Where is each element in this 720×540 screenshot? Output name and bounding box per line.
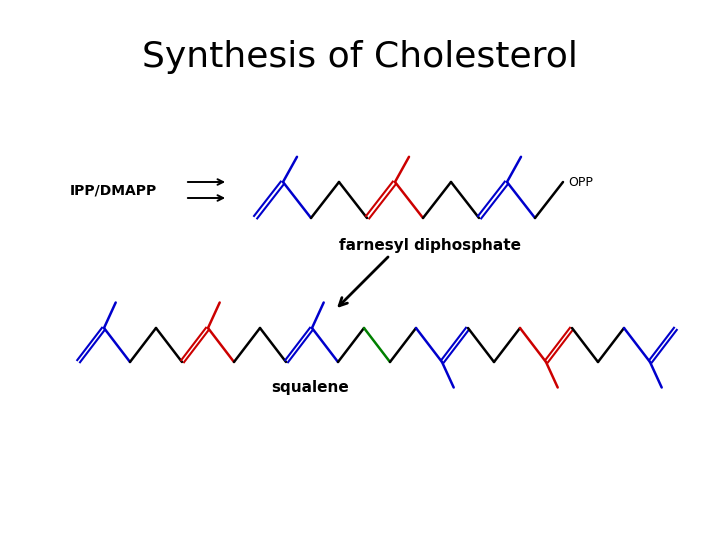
Text: squalene: squalene: [271, 380, 349, 395]
Text: IPP/DMAPP: IPP/DMAPP: [70, 183, 157, 197]
Text: Synthesis of Cholesterol: Synthesis of Cholesterol: [142, 40, 578, 74]
Text: farnesyl diphosphate: farnesyl diphosphate: [339, 238, 521, 253]
Text: OPP: OPP: [568, 176, 593, 188]
